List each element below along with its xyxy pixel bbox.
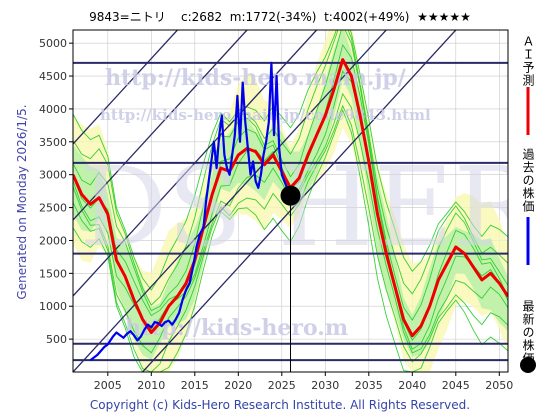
rating-stars: ★★★★★	[417, 10, 471, 24]
watermark-url3: http://kids-hero.m	[125, 315, 348, 341]
min-price: m:1772(-34%)	[229, 10, 317, 24]
y-tick-label: 2000	[39, 234, 67, 247]
x-tick-label: 2025	[268, 379, 296, 392]
x-tick-label: 2010	[137, 379, 165, 392]
x-tick-label: 2035	[355, 379, 383, 392]
past-price-line	[89, 61, 292, 362]
plot-frame	[72, 29, 509, 373]
trend-line	[73, 30, 248, 221]
band-line	[73, 30, 508, 291]
y-tick-label: 5000	[39, 37, 67, 50]
ticker-label: 9843=ニトリ	[89, 10, 166, 24]
legend-item: 過去の株価	[521, 148, 535, 265]
x-tick-label: 2005	[94, 379, 122, 392]
current-price: c:2682	[180, 10, 223, 24]
y-tick-label: 500	[46, 333, 67, 346]
trend-line	[142, 30, 457, 372]
axes: 2005 2010 2015 2020 2025 2030 2035 2040 2045 2050…	[39, 37, 513, 392]
legend-item: ＡＩ予測	[521, 35, 535, 135]
generated-date: Generated on Monday 2026/1/5.	[15, 104, 29, 300]
watermark-url2: http://kids-hero.main.jp/code9843.html	[100, 106, 431, 124]
y-tick-label: 1500	[39, 267, 67, 280]
legend-label: ＡＩ予測	[521, 35, 535, 87]
x-tick-label: 2040	[398, 379, 426, 392]
x-tick-label: 2020	[224, 379, 252, 392]
legend-item: 最新の株価	[520, 300, 536, 373]
y-tick-label: 1000	[39, 300, 67, 313]
copyright-footer: Copyright (c) Kids-Hero Research Institu…	[89, 398, 471, 412]
legend-label: 最新の株価	[521, 300, 535, 365]
x-tick-label: 2030	[311, 379, 339, 392]
y-tick-label: 3000	[39, 169, 67, 182]
trend-line	[73, 30, 318, 297]
x-tick-label: 2015	[181, 379, 209, 392]
y-tick-label: 4000	[39, 103, 67, 116]
y-tick-label: 4500	[39, 70, 67, 83]
y-tick-label: 2500	[39, 202, 67, 215]
x-tick-label: 2050	[485, 379, 513, 392]
x-tick-label: 2045	[442, 379, 470, 392]
target-price: t:4002(+49%)	[324, 10, 410, 24]
band-line	[73, 30, 508, 321]
legend-label: 過去の株価	[521, 148, 535, 213]
chart-header: 9843=ニトリ c:2682 m:1772(-34%) t:4002(+49%…	[0, 8, 560, 25]
current-price-marker	[280, 185, 301, 206]
y-tick-label: 3500	[39, 136, 67, 149]
watermark-url1: http://kids-hero.main.jp/	[105, 65, 407, 91]
legend-swatch	[520, 357, 536, 373]
trend-line	[73, 30, 178, 145]
